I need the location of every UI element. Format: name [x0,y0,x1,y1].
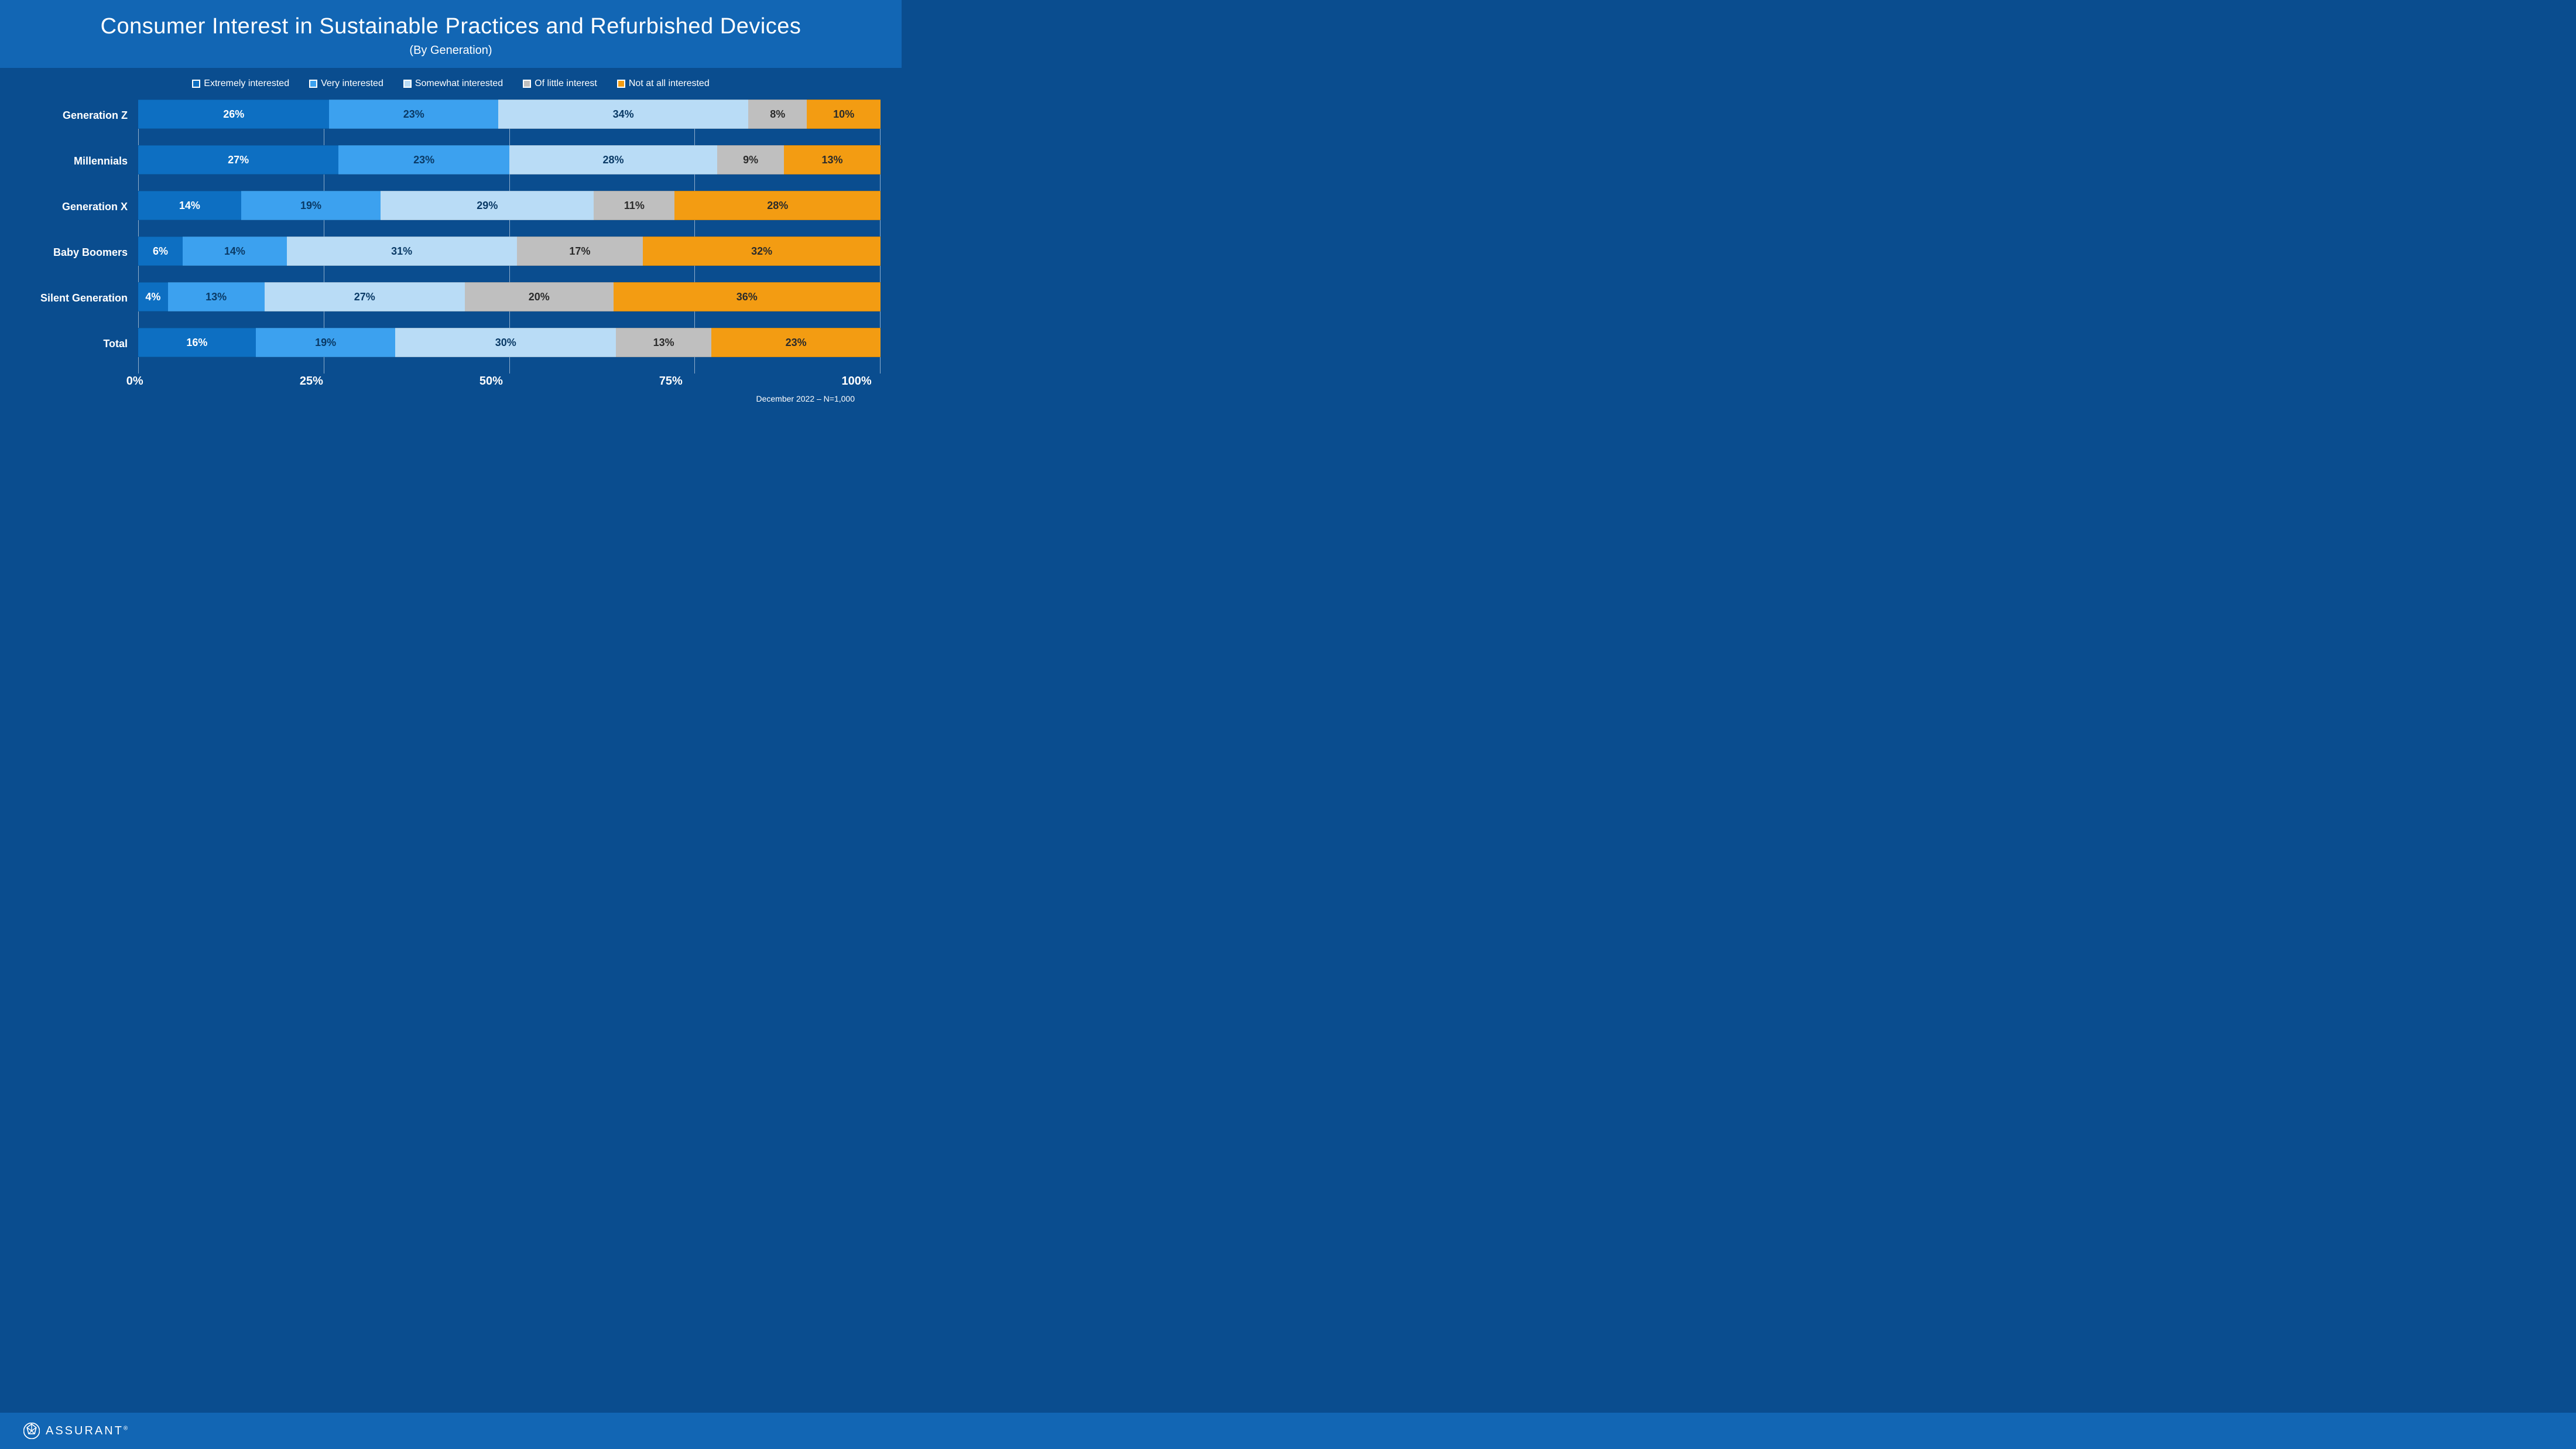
category-label: Generation Z [21,93,138,138]
legend-item: Of little interest [523,78,597,89]
stacked-bar: 27%23%28%9%13% [138,145,881,174]
bar-segment: 13% [168,282,265,311]
legend-swatch [403,80,412,88]
bar-segment: 6% [138,237,183,266]
legend-item: Not at all interested [617,78,710,89]
bar-row: 16%19%30%13%23% [138,328,881,374]
bar-segment: 14% [183,237,287,266]
footnote: December 2022 – N=1,000 [21,388,881,403]
x-axis-ticks: 0%25%50%75%100% [138,375,881,388]
bar-segment: 16% [138,328,256,357]
legend-item: Somewhat interested [403,78,503,89]
bar-segment: 28% [509,145,717,174]
stacked-bar: 26%23%34%8%10% [138,100,881,129]
chart-title: Consumer Interest in Sustainable Practic… [23,14,878,39]
bar-segment: 4% [138,282,168,311]
bars-container: 26%23%34%8%10%27%23%28%9%13%14%19%29%11%… [138,100,881,374]
bar-row: 26%23%34%8%10% [138,100,881,145]
x-tick-label: 75% [659,375,683,388]
bar-segment: 19% [256,328,396,357]
chart-area: Extremely interested Very interested Somew… [0,68,902,403]
legend-swatch [192,80,200,88]
bar-segment: 17% [517,237,643,266]
bar-segment: 31% [287,237,517,266]
bar-segment: 30% [395,328,616,357]
legend-item: Extremely interested [192,78,289,89]
bar-segment: 14% [138,191,241,220]
legend-swatch [309,80,317,88]
legend-label: Extremely interested [204,78,289,89]
bar-segment: 23% [711,328,881,357]
bar-segment: 23% [329,100,498,129]
bar-segment: 13% [784,145,881,174]
legend-swatch [523,80,531,88]
legend-label: Somewhat interested [415,78,503,89]
x-tick-label: 50% [479,375,503,388]
x-axis: 0% 25% 50% 75% 100% [21,375,881,388]
bar-segment: 32% [643,237,881,266]
bar-segment: 27% [138,145,338,174]
category-label: Silent Generation [21,275,138,321]
bar-segment: 36% [614,282,881,311]
legend-label: Very interested [321,78,383,89]
stacked-bar: 4%13%27%20%36% [138,282,881,311]
bar-segment: 9% [717,145,784,174]
bar-row: 4%13%27%20%36% [138,282,881,328]
stacked-bar: 14%19%29%11%28% [138,191,881,220]
assurant-logo-icon [23,1423,40,1439]
bar-segment: 34% [498,100,748,129]
bar-segment: 13% [616,328,711,357]
plot-area: 26%23%34%8%10%27%23%28%9%13%14%19%29%11%… [138,100,881,374]
stacked-bar: 16%19%30%13%23% [138,328,881,357]
bar-segment: 27% [265,282,465,311]
legend-label: Of little interest [535,78,597,89]
bar-segment: 19% [241,191,381,220]
bar-segment: 26% [138,100,329,129]
legend-item: Very interested [309,78,383,89]
bar-segment: 28% [674,191,881,220]
bar-segment: 8% [748,100,807,129]
bar-row: 27%23%28%9%13% [138,145,881,191]
category-label: Baby Boomers [21,229,138,275]
x-tick-label: 25% [300,375,323,388]
category-label: Total [21,321,138,366]
bar-segment: 23% [338,145,509,174]
bar-segment: 29% [381,191,594,220]
stacked-bar: 6%14%31%17%32% [138,237,881,266]
footer-bar: ASSURANT® [0,1413,2576,1449]
brand-logo: ASSURANT® [23,1423,129,1439]
chart-body: Generation ZMillennialsGeneration XBaby … [21,100,881,374]
header-banner: Consumer Interest in Sustainable Practic… [0,0,902,68]
bar-segment: 10% [807,100,881,129]
bar-segment: 11% [594,191,674,220]
y-axis-labels: Generation ZMillennialsGeneration XBaby … [21,100,138,374]
category-label: Millennials [21,138,138,184]
legend: Extremely interested Very interested Somew… [21,78,881,89]
x-tick-label: 100% [841,375,871,388]
category-label: Generation X [21,184,138,229]
legend-label: Not at all interested [629,78,710,89]
bar-segment: 20% [465,282,614,311]
chart-subtitle: (By Generation) [23,44,878,57]
brand-name: ASSURANT® [46,1424,129,1438]
bar-row: 14%19%29%11%28% [138,191,881,237]
bar-row: 6%14%31%17%32% [138,237,881,282]
x-tick-label: 0% [126,375,143,388]
legend-swatch [617,80,625,88]
